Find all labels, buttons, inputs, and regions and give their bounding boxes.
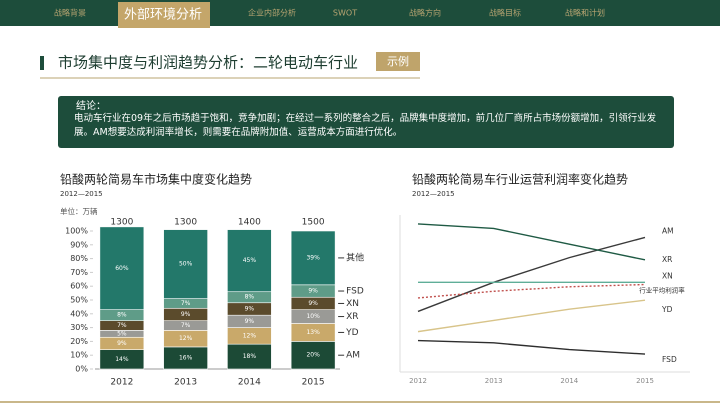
value-label: 13%: [306, 329, 320, 336]
chart-subtitle: 2012—2015: [60, 190, 103, 198]
conclusion-text: 电动车行业在09年之后市场趋于饱和，竞争加剧；在经过一系列的整合之后，品牌集中度…: [74, 113, 657, 138]
value-label: 9%: [117, 340, 127, 347]
nav-item[interactable]: 战略背景: [54, 8, 86, 18]
x-tick-label: 2015: [636, 377, 654, 385]
value-label: 16%: [179, 354, 193, 361]
value-label: 18%: [243, 353, 257, 360]
legend-label: FSD: [346, 287, 364, 297]
tag: 示例: [387, 54, 409, 68]
value-label: 9%: [308, 288, 318, 295]
value-label: 12%: [243, 332, 257, 339]
legend-label: XN: [346, 299, 359, 309]
total-label: 1500: [302, 218, 325, 228]
chart-subtitle: 2012—2015: [412, 190, 455, 198]
bar-segment: [290, 230, 336, 286]
legend-label: YD: [345, 328, 358, 338]
x-tick-label: 2013: [174, 378, 197, 388]
title-marker: [40, 56, 44, 70]
nav-bar: [0, 0, 720, 26]
line-series: [417, 283, 646, 299]
bar-segment: [163, 229, 208, 299]
value-label: 45%: [243, 257, 257, 264]
value-label: 5%: [117, 330, 127, 337]
series-label: FSD: [662, 355, 677, 364]
bar-segment: [99, 226, 145, 310]
chart-title: 铅酸两轮简易车行业运营利润率变化趋势: [412, 172, 628, 187]
value-label: 12%: [179, 335, 193, 342]
legend-label: 其他: [346, 251, 364, 263]
line-series: [417, 299, 646, 333]
y-tick-label: 90%: [70, 240, 88, 249]
line-series: [417, 223, 646, 261]
value-label: 9%: [245, 305, 255, 312]
y-tick-label: 50%: [70, 296, 88, 305]
slide-title: 市场集中度与利润趋势分析：二轮电动车行业: [58, 54, 358, 72]
y-tick-label: 100%: [65, 227, 88, 236]
line-series: [417, 339, 646, 355]
total-label: 1300: [174, 218, 197, 228]
value-label: 7%: [181, 300, 191, 307]
nav-item[interactable]: 战略方向: [409, 8, 441, 18]
unit-label: 单位：万辆: [60, 206, 98, 216]
y-tick-label: 0%: [75, 365, 88, 374]
value-label: 9%: [308, 300, 318, 307]
chart-title: 铅酸两轮简易车市场集中度变化趋势: [60, 172, 252, 187]
nav-item[interactable]: 战略目标: [489, 8, 521, 18]
legend-label: AM: [346, 351, 360, 361]
line-series: [417, 236, 646, 313]
value-label: 7%: [181, 322, 191, 329]
value-label: 14%: [115, 356, 129, 363]
y-tick-label: 70%: [70, 268, 88, 277]
nav-item[interactable]: 战略和计划: [565, 8, 605, 18]
conclusion-wrap: 电动车行业在09年之后市场趋于饱和，竞争加剧；在经过一系列的整合之后，品牌集中度…: [74, 113, 657, 138]
nav-item[interactable]: 企业内部分析: [248, 8, 296, 18]
total-label: 1300: [110, 218, 133, 228]
y-tick-label: 20%: [70, 337, 88, 346]
y-tick-label: 80%: [70, 254, 88, 263]
legend-label: XR: [346, 312, 358, 322]
y-tick-label: 30%: [70, 323, 88, 332]
nav-active-bg: [118, 2, 210, 28]
value-label: 8%: [245, 294, 255, 301]
bar-segment: [227, 229, 272, 293]
x-tick-label: 2014: [238, 378, 261, 388]
series-label: 行业平均利润率: [639, 286, 685, 295]
value-label: 50%: [179, 261, 193, 268]
value-label: 9%: [245, 318, 255, 325]
value-label: 10%: [306, 313, 320, 320]
value-label: 7%: [117, 322, 127, 329]
tag-box: [376, 52, 420, 71]
nav-item[interactable]: SWOT: [333, 9, 357, 18]
series-label: XN: [662, 271, 673, 280]
x-tick-label: 2015: [302, 378, 325, 388]
x-tick-label: 2012: [110, 378, 133, 388]
y-tick-label: 10%: [70, 351, 88, 360]
y-tick-label: 60%: [70, 282, 88, 291]
x-tick-label: 2014: [560, 377, 578, 385]
bar-segment: [290, 341, 336, 370]
series-label: AM: [662, 226, 674, 235]
value-label: 39%: [306, 254, 320, 261]
x-tick-label: 2013: [485, 377, 503, 385]
value-label: 9%: [181, 311, 191, 318]
nav-item-active[interactable]: 外部环境分析: [124, 8, 202, 23]
conclusion-box: [58, 96, 674, 148]
series-label: XR: [662, 255, 672, 264]
y-tick-label: 40%: [70, 309, 88, 318]
value-label: 20%: [306, 352, 320, 359]
value-label: 60%: [115, 265, 129, 272]
value-label: 8%: [117, 312, 127, 319]
series-label: YD: [661, 305, 673, 314]
total-label: 1400: [238, 218, 261, 228]
x-tick-label: 2012: [409, 377, 427, 385]
conclusion-title: 结论：: [76, 99, 106, 112]
